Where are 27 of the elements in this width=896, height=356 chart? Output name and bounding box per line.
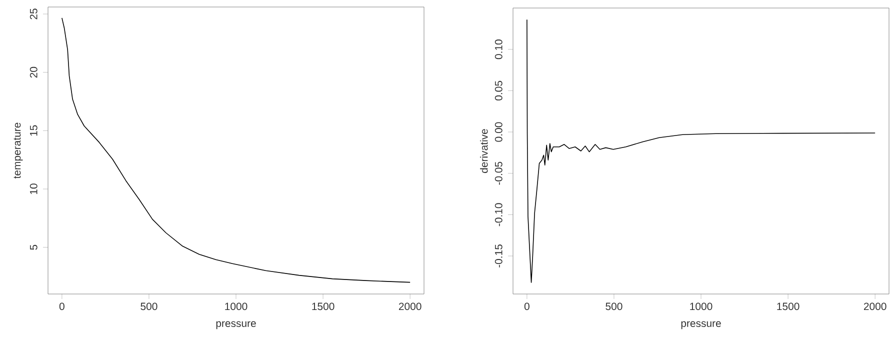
line-series [62,18,410,283]
x-tick-label: 1000 [225,302,248,310]
x-axis-title: pressure [216,321,256,330]
y-tick-label: 0.05 [494,80,502,100]
x-tick-label: 2000 [398,302,422,310]
x-tick-label: 1000 [690,302,712,310]
x-axis-title: pressure [681,321,721,330]
y-tick-label: 15 [30,125,38,136]
x-tick-label: 1500 [312,302,334,310]
x-tick-label: 0 [59,302,64,310]
y-tick-label: 0.00 [494,122,502,142]
line-series [526,19,876,283]
x-tick-label: 500 [606,302,622,310]
y-tick-label: 5 [30,244,38,250]
y-tick-label: 0.10 [494,40,502,60]
x-tick-label: 2000 [864,302,886,310]
y-tick-label: 10 [30,184,38,194]
y-tick-label: 20 [30,66,38,78]
y-tick-label: 25 [30,8,38,20]
x-tick-label: 1500 [777,302,800,310]
y-axis-title: derivative [480,129,488,173]
y-axis-title: temperature [14,122,23,179]
y-tick-label: -0.05 [494,162,502,185]
x-tick-label: 0 [524,302,530,310]
y-tick-label: -0.10 [494,203,502,226]
y-tick-label: -0.15 [494,244,502,268]
x-tick-label: 500 [140,302,158,310]
